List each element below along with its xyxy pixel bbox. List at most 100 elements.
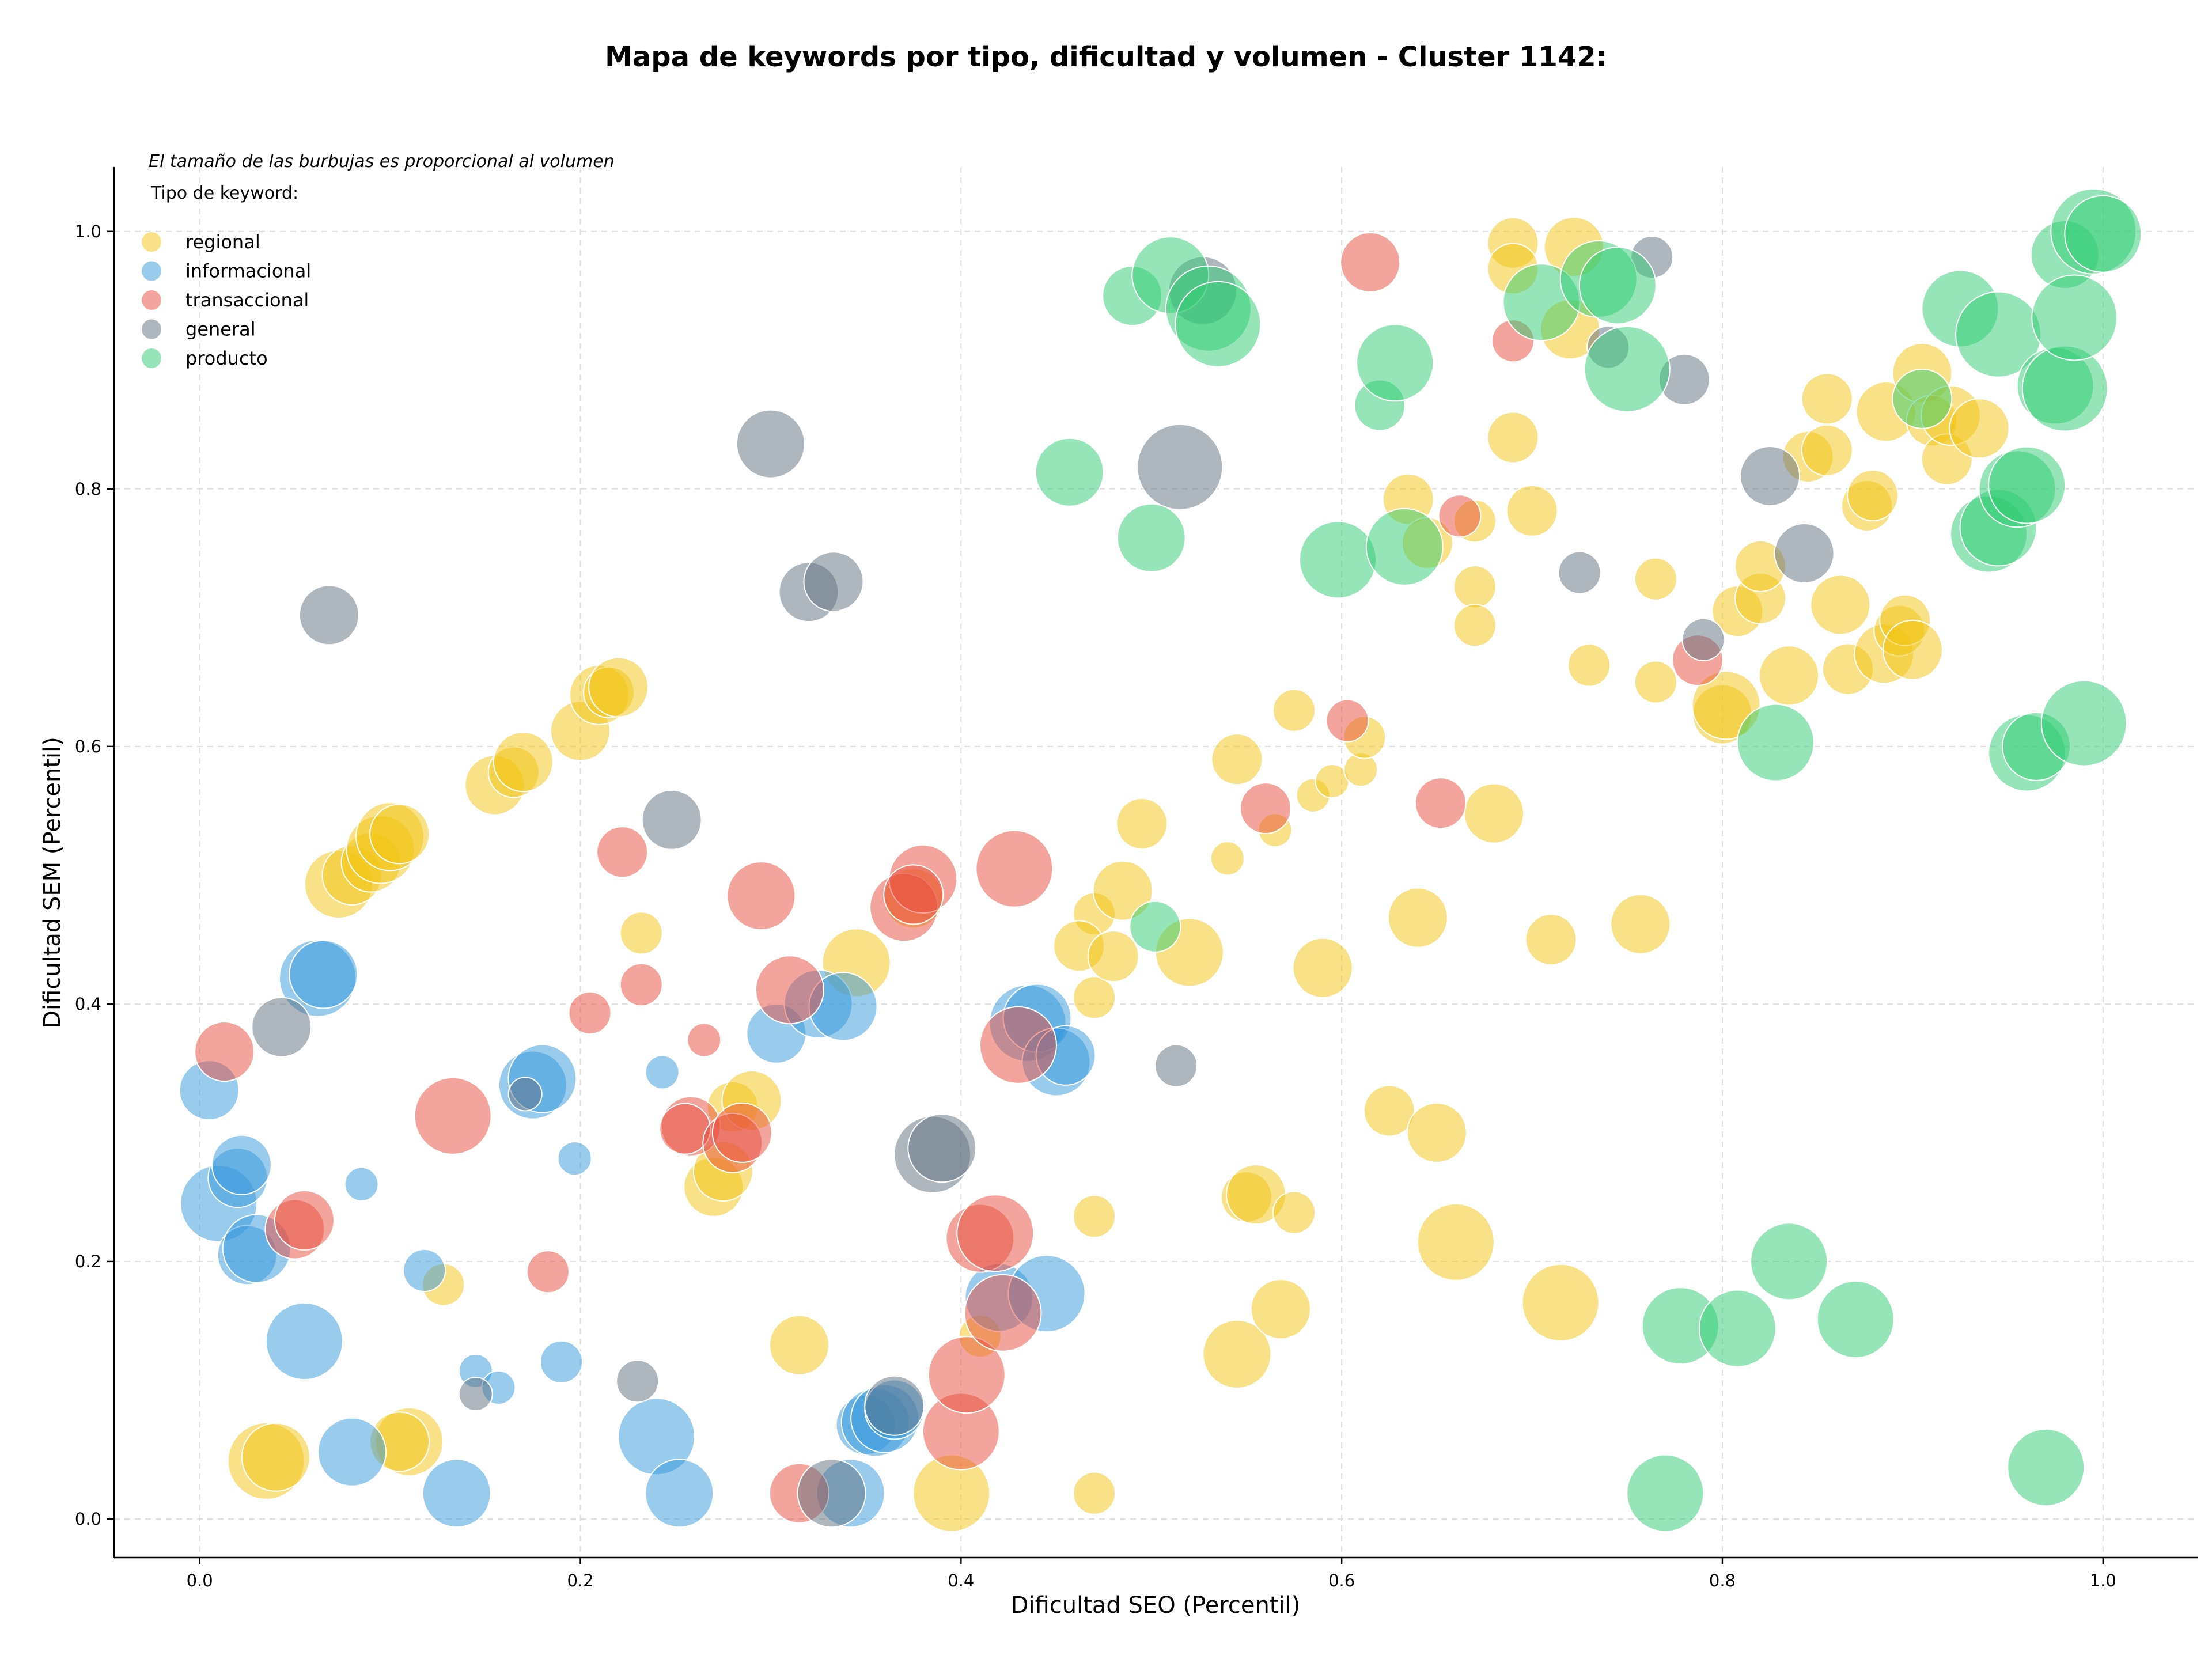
bubble-informacional — [645, 1055, 680, 1090]
bubble-producto — [2040, 680, 2127, 767]
bubble-regional — [768, 1315, 830, 1376]
bubble-informacional — [403, 1249, 446, 1293]
bubble-transaccional — [619, 963, 663, 1006]
bubble-regional — [1073, 1195, 1116, 1238]
bubble-producto — [1584, 325, 1671, 412]
y-tick-label: 0.6 — [75, 737, 101, 756]
bubble-informacional — [422, 1459, 491, 1528]
bubble-general — [797, 1459, 866, 1528]
legend-label-regional: regional — [185, 231, 260, 253]
bubble-regional — [1487, 411, 1539, 464]
bubble-general — [1558, 551, 1601, 594]
bubble-producto — [2064, 195, 2142, 273]
bubble-producto — [1816, 1280, 1895, 1358]
legend-marker-regional — [142, 232, 161, 252]
bubble-informacional — [289, 940, 358, 1009]
bubble-general — [1740, 445, 1801, 506]
bubble-regional — [1453, 565, 1497, 609]
series-general — [251, 235, 1835, 1528]
bubble-regional — [1387, 887, 1448, 948]
axes: 0.0 0.2 0.4 0.6 0.8 1.0 0.0 0.2 0.4 0.6 0.8 1.0 — [75, 167, 2198, 1590]
series-producto — [1035, 188, 2142, 1532]
x-tick-label: 0.8 — [1709, 1571, 1736, 1590]
bubble-informacional — [557, 1141, 592, 1176]
bubble-producto — [1116, 503, 1186, 573]
bubble-producto — [2007, 1429, 2085, 1507]
bubble-transaccional — [1414, 777, 1467, 829]
bubble-regional — [1801, 424, 1853, 476]
bubble-producto — [1988, 446, 2066, 524]
bubble-regional — [1846, 469, 1899, 521]
bubble-transaccional — [979, 1006, 1057, 1084]
bubble-producto — [1750, 1222, 1828, 1301]
legend-marker-general — [142, 319, 161, 339]
y-tick-label: 1.0 — [75, 222, 101, 241]
bubble-transaccional — [726, 861, 796, 931]
bubble-transaccional — [526, 1250, 570, 1294]
legend-label-producto: producto — [185, 347, 268, 369]
bubble-transaccional — [927, 1336, 1006, 1414]
bubble-producto — [2031, 274, 2118, 361]
bubble-producto — [1892, 368, 1953, 429]
bubble-regional — [1634, 660, 1677, 704]
bubble-regional — [619, 911, 663, 955]
bubble-regional — [1406, 1102, 1467, 1163]
bubble-producto — [1698, 1289, 1777, 1367]
x-tick-label: 0.0 — [187, 1571, 213, 1590]
bubble-regional — [1882, 619, 1943, 680]
bubble-regional — [1506, 484, 1558, 537]
bubble-general — [298, 585, 359, 646]
bubble-informacional — [265, 1302, 343, 1380]
bubble-regional — [1453, 604, 1497, 647]
bubble-general — [1137, 423, 1224, 510]
bubble-informacional — [344, 1166, 379, 1202]
x-axis-label: Dificultad SEO (Percentil) — [1011, 1592, 1301, 1619]
bubble-transaccional — [596, 826, 649, 878]
legend-label-transaccional: transaccional — [185, 289, 309, 311]
bubble-transaccional — [1325, 699, 1369, 743]
bubble-producto — [1578, 247, 1657, 325]
bubble-regional — [1073, 976, 1116, 1020]
bubble-transaccional — [711, 1102, 772, 1163]
legend: Tipo de keyword: regional informacional tr… — [142, 183, 311, 369]
bubble-regional — [1521, 1263, 1600, 1342]
legend-marker-transaccional — [142, 290, 161, 310]
legend-marker-producto — [142, 348, 161, 368]
x-tick-label: 0.6 — [1328, 1571, 1355, 1590]
legend-label-general: general — [185, 319, 256, 340]
bubble-regional — [1292, 937, 1353, 998]
bubble-transaccional — [975, 829, 1054, 908]
bubble-transaccional — [414, 1077, 492, 1155]
bubble-informacional — [317, 1417, 387, 1487]
chart-title: Mapa de keywords por tipo, dificultad y … — [605, 41, 1607, 73]
bubble-producto — [1035, 437, 1104, 507]
bubble-transaccional — [1438, 494, 1482, 538]
bubble-general — [864, 1375, 925, 1436]
bubble-regional — [1092, 860, 1153, 921]
bubble-general — [1154, 1044, 1198, 1088]
legend-title: Tipo de keyword: — [150, 183, 298, 203]
bubble-transaccional — [274, 1190, 335, 1251]
bubble-general — [907, 1113, 977, 1183]
bubble-transaccional — [194, 1021, 255, 1082]
bubble-general — [1774, 523, 1835, 584]
bubble-transaccional — [1340, 232, 1401, 293]
legend-marker-informacional — [142, 261, 161, 281]
y-tick-label: 0.4 — [75, 994, 101, 1014]
bubble-regional — [1210, 841, 1245, 876]
bubble-transaccional — [568, 991, 612, 1035]
bubble-general — [507, 1077, 543, 1112]
bubble-general — [641, 789, 702, 850]
bubble-regional — [1416, 1203, 1495, 1281]
bubble-producto — [1175, 281, 1262, 368]
x-tick-label: 0.2 — [567, 1571, 593, 1590]
grid — [114, 167, 2198, 1558]
y-axis-label: Dificultad SEM (Percentil) — [39, 737, 66, 1028]
x-tick-label: 0.4 — [948, 1571, 974, 1590]
bubble-regional — [1810, 574, 1871, 635]
bubble-transaccional — [964, 1274, 1042, 1352]
legend-label-informacional: informacional — [185, 260, 311, 282]
bubble-regional — [369, 804, 430, 865]
bubble-transaccional — [883, 864, 944, 925]
